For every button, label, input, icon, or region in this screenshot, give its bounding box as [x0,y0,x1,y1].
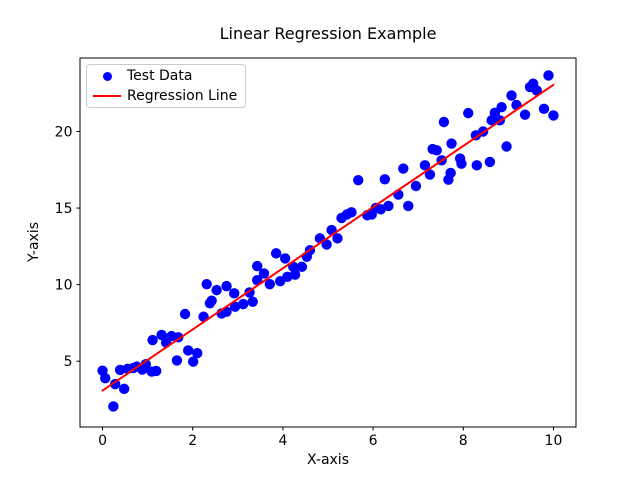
scatter-point [419,160,431,171]
scatter-point [438,116,450,128]
legend-label-regression-line: Regression Line [127,88,238,104]
scatter-point [229,301,241,312]
scatter-point [346,207,357,218]
axes-frame [79,57,577,428]
scatter-point [496,101,507,113]
x-tick-label: 6 [369,433,378,449]
scatter-point [247,296,258,307]
scatter-point [543,70,554,81]
scatter-point [201,278,212,290]
scatter-point [229,288,240,299]
scatter-point [519,109,531,120]
x-tick-label: 2 [188,433,197,449]
y-tick-label: 5 [64,354,73,370]
scatter-point [108,401,119,412]
scatter-point [471,160,482,171]
scatter-point [140,359,152,370]
scatter-point [321,239,332,250]
scatter-point [353,174,364,186]
scatter-point [156,329,167,341]
scatter-point [456,158,467,169]
scatter-point [100,372,111,384]
scatter-point [183,345,194,356]
x-tick-label: 0 [98,433,107,449]
x-tick-label: 4 [278,433,287,449]
scatter-point [179,308,191,320]
scatter-point [296,261,308,273]
legend-entry-test-data: Test Data [87,66,245,86]
chart-title: Linear Regression Example [219,24,437,43]
scatter-point [446,138,457,149]
scatter-point [151,365,162,377]
x-tick-label: 10 [545,433,563,449]
scatter-point [538,103,550,115]
scatter-point [501,141,512,152]
scatter-point [424,169,436,180]
scatter-point [410,180,422,192]
scatter-point [431,145,442,156]
scatter-point [238,298,249,310]
scatter-point [279,253,291,264]
scatter-point [187,356,199,367]
regression-line [101,83,555,392]
y-tick-label: 20 [55,124,73,140]
scatter-point [463,107,474,119]
scatter-point [506,90,517,101]
scatter-point [511,99,522,111]
legend-label-test-data: Test Data [127,68,193,84]
legend-box: Test Data Regression Line [86,64,246,108]
legend-marker-cell [87,95,127,97]
y-tick-label: 10 [55,278,73,294]
scatter-point [171,355,183,366]
scatter-point [383,200,394,212]
scatter-point [221,280,232,292]
scatter-marker-icon [102,71,112,81]
scatter-point [288,261,299,273]
scatter-point [484,156,496,168]
scatter-point [118,383,130,395]
legend-entry-regression-line: Regression Line [87,86,245,106]
x-tick-label: 8 [459,433,468,449]
line-marker-icon [93,95,121,97]
scatter-point [211,284,222,296]
legend-marker-cell [87,71,127,81]
scatter-point [147,334,158,346]
scatter-point [403,200,414,212]
scatter-point [264,278,276,290]
x-axis-label: X-axis [307,452,349,468]
scatter-point [258,268,270,279]
scatter-point [289,269,301,280]
scatter-point [270,248,282,259]
scatter-point [252,260,263,272]
scatter-point [398,163,409,174]
scatter-point [548,110,559,121]
y-tick-label: 15 [55,201,73,217]
scatter-point [379,174,391,185]
scatter-point [531,85,542,96]
scatter-point [114,364,126,376]
scatter-point [445,167,456,179]
scatter-point [109,378,121,390]
scatter-point [206,295,217,306]
scatter-point [332,233,343,244]
scatter-point [192,348,203,359]
